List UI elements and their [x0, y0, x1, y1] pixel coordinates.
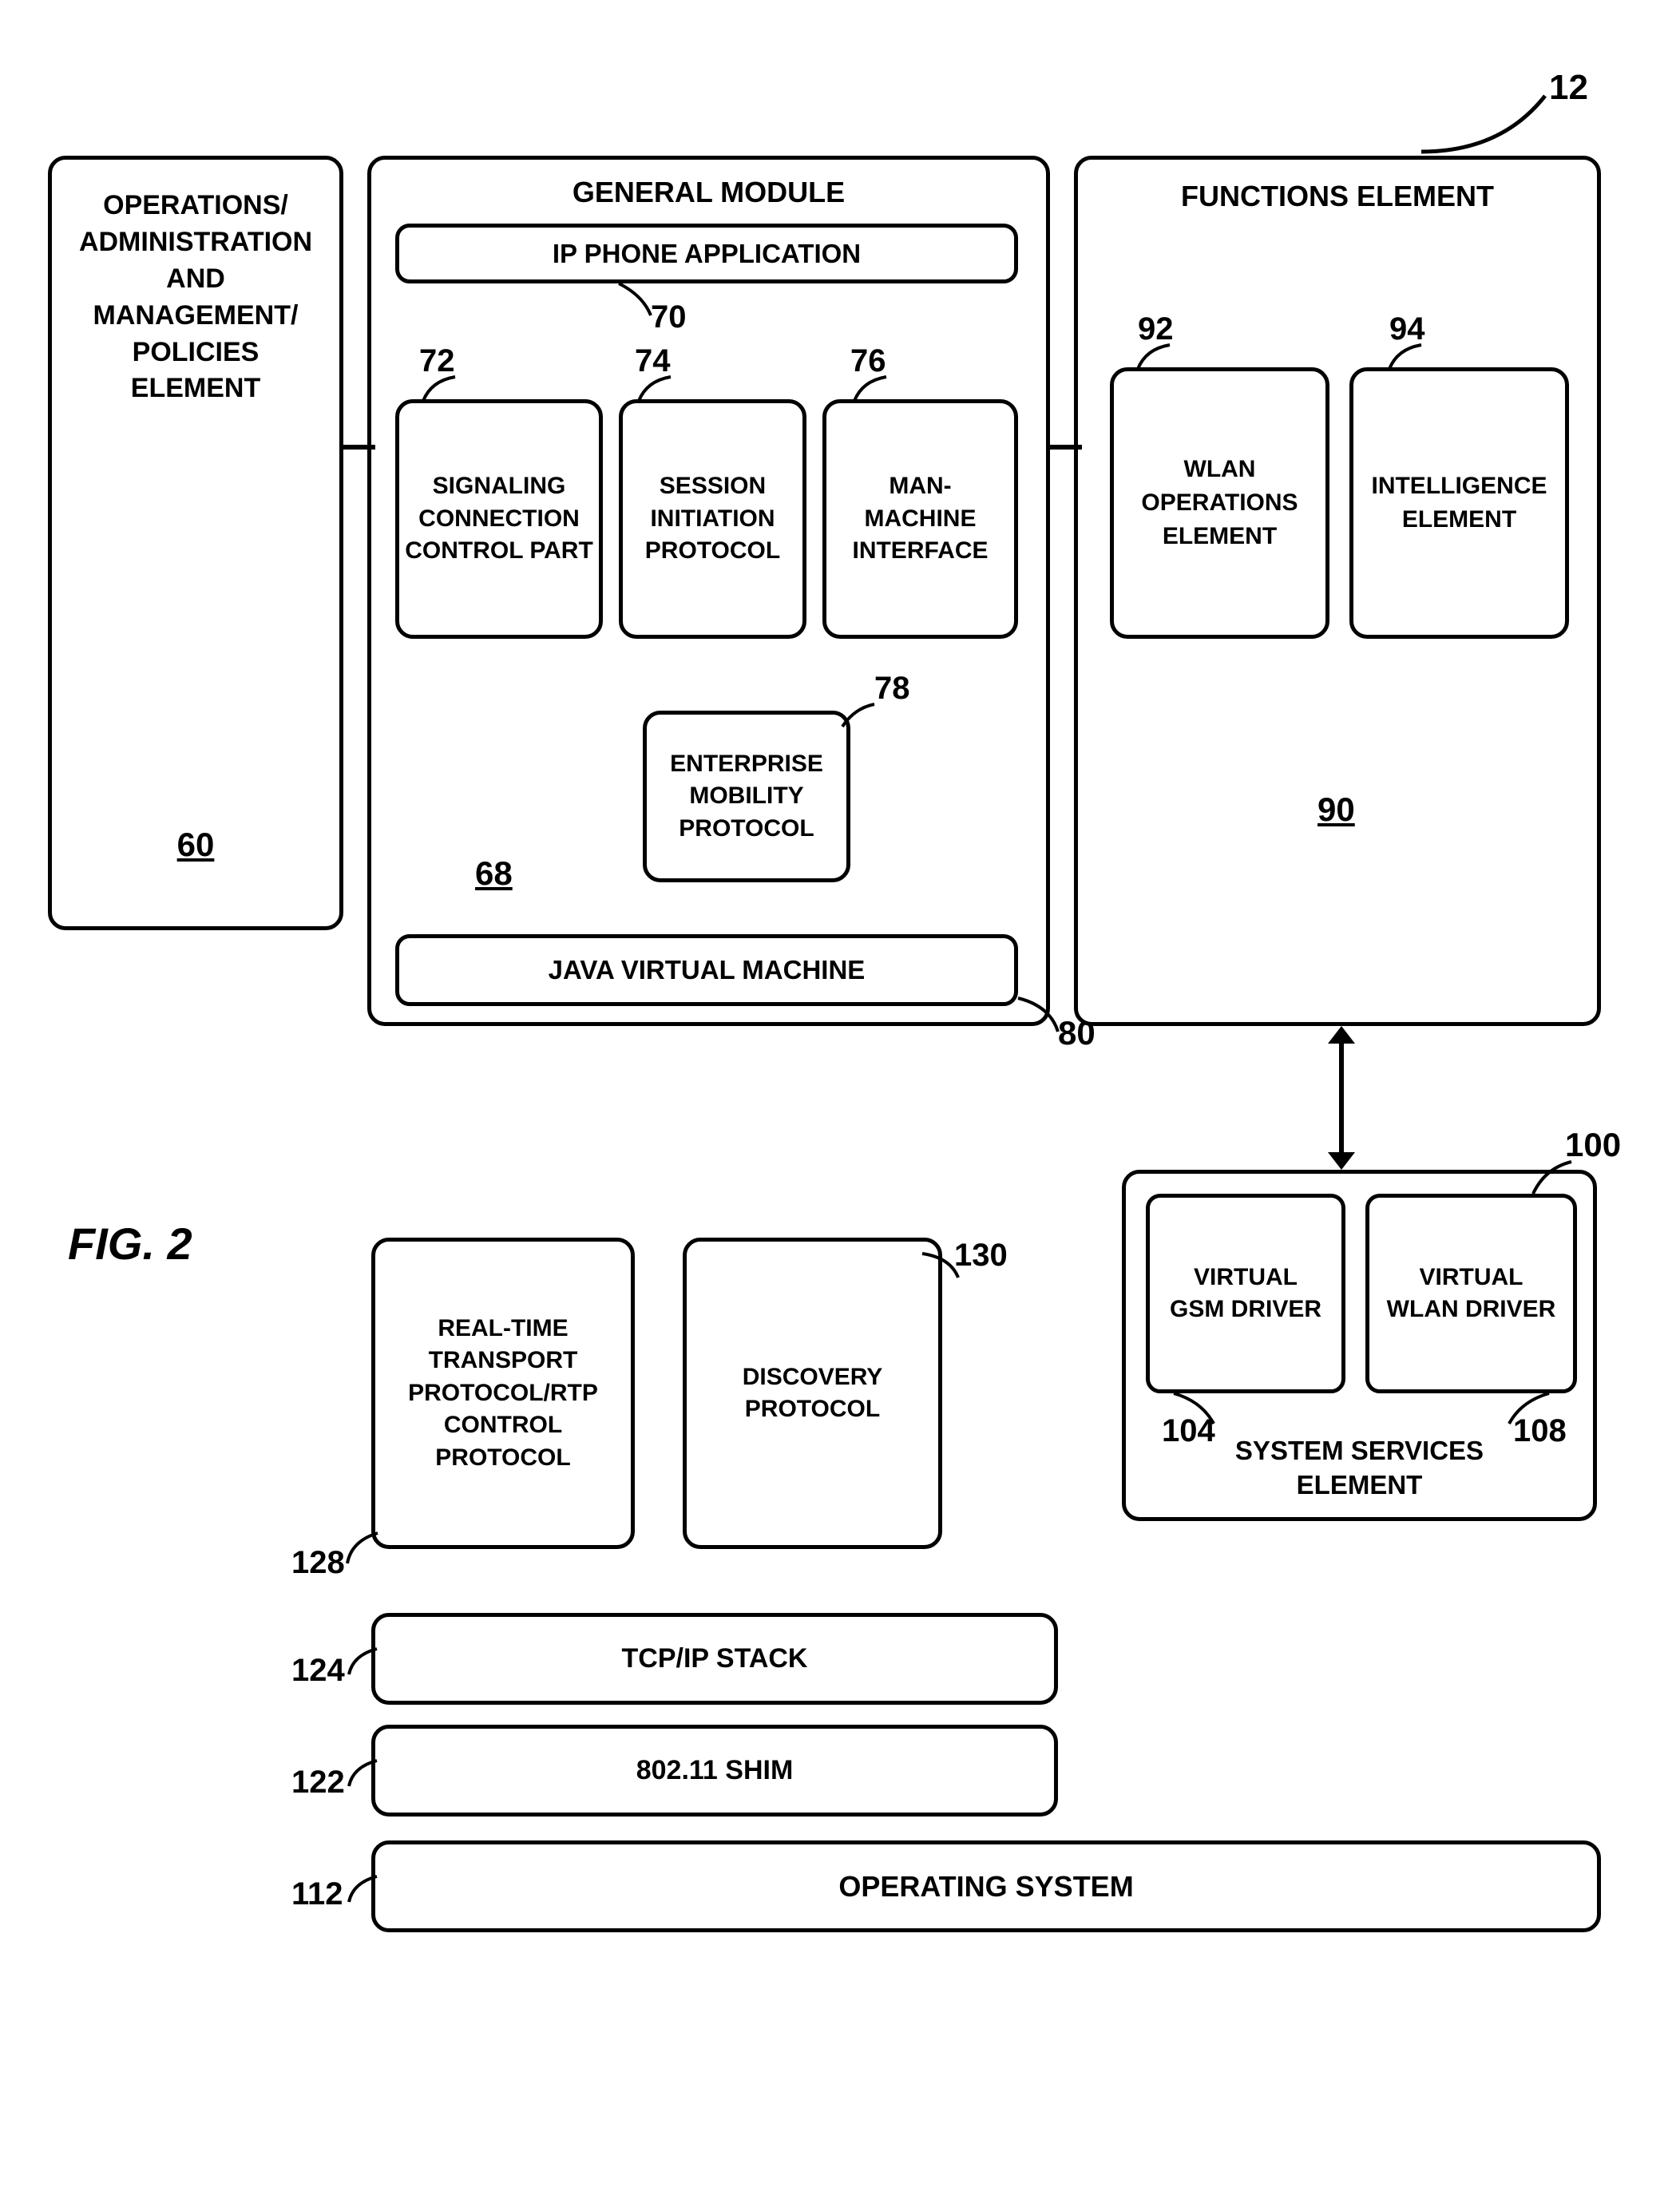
ref-128: 128: [291, 1545, 345, 1581]
intel-box: INTELLIGENCE ELEMENT: [1349, 367, 1569, 639]
ref-78: 78: [874, 671, 910, 707]
ref-68: 68: [475, 854, 513, 893]
mmi-text: MAN- MACHINE INTERFACE: [852, 470, 988, 568]
general-module-title: GENERAL MODULE: [371, 176, 1046, 209]
leader-70: [619, 283, 659, 323]
sys-services-title: SYSTEM SERVICES ELEMENT: [1126, 1434, 1593, 1503]
jvm-text: JAVA VIRTUAL MACHINE: [549, 955, 866, 985]
emp-box: ENTERPRISE MOBILITY PROTOCOL: [643, 711, 850, 882]
rtp-box: REAL-TIME TRANSPORT PROTOCOL/RTP CONTROL…: [371, 1238, 635, 1549]
rtp-text: REAL-TIME TRANSPORT PROTOCOL/RTP CONTROL…: [408, 1313, 598, 1475]
emp-text: ENTERPRISE MOBILITY PROTOCOL: [670, 748, 823, 846]
mmi-box: MAN- MACHINE INTERFACE: [822, 399, 1018, 639]
leader-108: [1509, 1393, 1553, 1429]
intel-text: INTELLIGENCE ELEMENT: [1371, 469, 1547, 537]
sccp-text: SIGNALING CONNECTION CONTROL PART: [405, 470, 593, 568]
ref-72: 72: [419, 343, 455, 379]
leader-128: [347, 1533, 387, 1569]
oam-box: OPERATIONS/ ADMINISTRATION AND MANAGEMEN…: [48, 156, 343, 930]
leader-112: [349, 1876, 385, 1908]
ref-60: 60: [177, 822, 215, 868]
sip-text: SESSION INITIATION PROTOCOL: [645, 470, 780, 568]
v-wlan-text: VIRTUAL WLAN DRIVER: [1387, 1262, 1556, 1326]
oam-text: OPERATIONS/ ADMINISTRATION AND MANAGEMEN…: [79, 188, 312, 407]
tcpip-box: TCP/IP STACK: [371, 1613, 1058, 1705]
v-gsm-text: VIRTUAL GSM DRIVER: [1170, 1262, 1321, 1326]
ref-76: 76: [850, 343, 886, 379]
diagram-canvas: 12 OPERATIONS/ ADMINISTRATION AND MANAGE…: [48, 48, 1632, 2139]
ref-94: 94: [1389, 311, 1425, 347]
os-text: OPERATING SYSTEM: [838, 1870, 1133, 1904]
ref-122: 122: [291, 1765, 345, 1801]
sccp-box: SIGNALING CONNECTION CONTROL PART: [395, 399, 603, 639]
connector-gm-functions: [1046, 443, 1082, 451]
leader-104: [1174, 1393, 1218, 1429]
arrow-functions-sys: [1321, 1026, 1369, 1170]
ref-100: 100: [1565, 1126, 1621, 1164]
discovery-text: DISCOVERY PROTOCOL: [743, 1361, 883, 1426]
ip-phone-box: IP PHONE APPLICATION: [395, 224, 1018, 283]
functions-box: FUNCTIONS ELEMENT 92 94 WLAN OPERATIONS …: [1074, 156, 1601, 1026]
v-gsm-box: VIRTUAL GSM DRIVER: [1146, 1194, 1345, 1393]
jvm-box: JAVA VIRTUAL MACHINE: [395, 934, 1018, 1006]
wlan-ops-box: WLAN OPERATIONS ELEMENT: [1110, 367, 1329, 639]
ref-124: 124: [291, 1653, 345, 1689]
leader-78: [842, 704, 882, 736]
tcpip-text: TCP/IP STACK: [622, 1643, 808, 1674]
connector-oam-gm: [339, 443, 375, 451]
leader-80: [1018, 998, 1066, 1042]
sip-box: SESSION INITIATION PROTOCOL: [619, 399, 806, 639]
leader-12: [1421, 96, 1565, 160]
shim-text: 802.11 SHIM: [636, 1755, 794, 1786]
os-box: OPERATING SYSTEM: [371, 1840, 1601, 1932]
figure-label: FIG. 2: [68, 1218, 192, 1270]
discovery-box: DISCOVERY PROTOCOL: [683, 1238, 942, 1549]
ref-92: 92: [1138, 311, 1174, 347]
ref-74: 74: [635, 343, 671, 379]
wlan-ops-text: WLAN OPERATIONS ELEMENT: [1141, 453, 1298, 553]
ref-112: 112: [291, 1876, 343, 1912]
shim-box: 802.11 SHIM: [371, 1725, 1058, 1817]
leader-100: [1533, 1162, 1581, 1202]
functions-title: FUNCTIONS ELEMENT: [1078, 180, 1597, 213]
v-wlan-box: VIRTUAL WLAN DRIVER: [1365, 1194, 1577, 1393]
general-module-box: GENERAL MODULE IP PHONE APPLICATION 70 7…: [367, 156, 1050, 1026]
leader-130: [922, 1254, 966, 1286]
leader-124: [349, 1649, 385, 1681]
ip-phone-text: IP PHONE APPLICATION: [553, 239, 861, 269]
sys-services-box: VIRTUAL GSM DRIVER VIRTUAL WLAN DRIVER 1…: [1122, 1170, 1597, 1521]
leader-122: [349, 1761, 385, 1793]
ref-90: 90: [1317, 790, 1355, 829]
